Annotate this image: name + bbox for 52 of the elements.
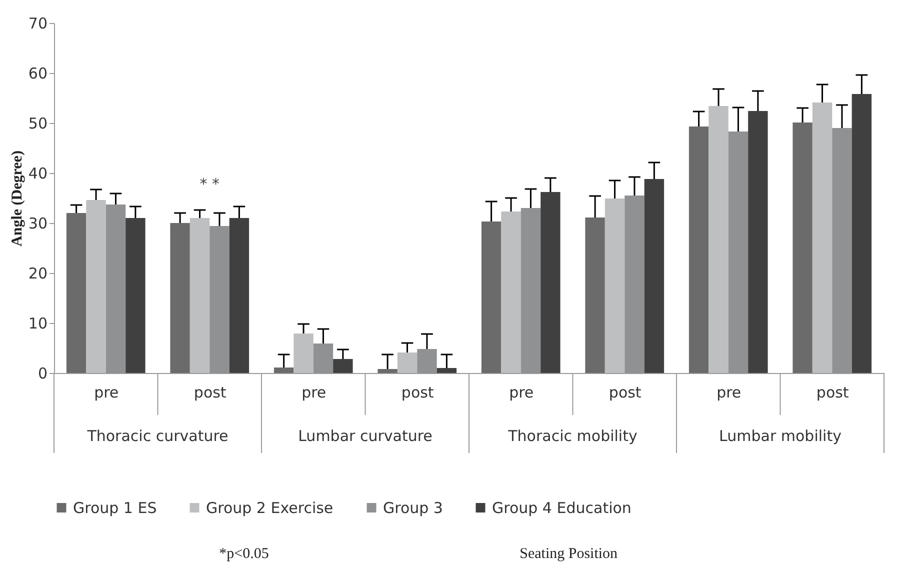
legend-label: Group 3 bbox=[383, 498, 443, 517]
legend-label: Group 1 ES bbox=[73, 498, 157, 517]
bar bbox=[501, 212, 521, 373]
y-tick-label: 10 bbox=[28, 314, 48, 332]
bar bbox=[585, 218, 605, 373]
bar bbox=[436, 368, 457, 373]
y-tick-label: 30 bbox=[28, 214, 48, 232]
bar bbox=[294, 334, 314, 373]
text: Thoracic mobility bbox=[507, 427, 638, 445]
text: Seating Position bbox=[520, 546, 618, 562]
x-tick-label: post bbox=[194, 384, 226, 402]
bar bbox=[397, 352, 418, 373]
bar bbox=[748, 111, 768, 373]
y-axis-title: Angle (Degree) bbox=[9, 150, 26, 246]
text: *p<0.05 bbox=[219, 546, 269, 562]
legend-label: Group 2 Exercise bbox=[206, 498, 334, 517]
bar bbox=[333, 359, 353, 373]
legend-label: Group 4 Education bbox=[492, 498, 632, 517]
bar bbox=[378, 369, 398, 373]
y-tick-label: 70 bbox=[28, 14, 48, 32]
y-tick-label: 20 bbox=[28, 264, 48, 282]
bar bbox=[644, 179, 664, 373]
text: Thoracic curvature bbox=[86, 427, 228, 445]
text: Lumbar mobility bbox=[719, 427, 842, 445]
bar bbox=[792, 122, 812, 373]
y-tick-label: 60 bbox=[28, 64, 48, 82]
x-tick-label: pre bbox=[509, 384, 534, 402]
bar bbox=[540, 192, 560, 373]
bar bbox=[126, 218, 146, 373]
y-tick-label: 50 bbox=[28, 114, 48, 132]
bar bbox=[708, 106, 728, 373]
bar bbox=[86, 200, 106, 373]
y-tick-label: 0 bbox=[38, 364, 48, 382]
x-tick-label: pre bbox=[94, 384, 119, 402]
bar bbox=[190, 218, 210, 373]
y-tick-label: 40 bbox=[28, 164, 48, 182]
bar bbox=[170, 223, 190, 373]
x-tick-label: pre bbox=[302, 384, 326, 402]
bar bbox=[852, 94, 872, 373]
bar bbox=[604, 198, 625, 373]
bar bbox=[66, 213, 86, 373]
bar bbox=[812, 102, 832, 373]
text: Lumbar curvature bbox=[298, 427, 432, 445]
x-tick-label: post bbox=[401, 384, 434, 402]
bar bbox=[688, 126, 709, 373]
bar bbox=[481, 222, 502, 373]
bar bbox=[229, 218, 250, 373]
bar bbox=[274, 368, 294, 373]
x-tick-label: post bbox=[816, 384, 849, 402]
x-tick-label: post bbox=[608, 384, 642, 402]
annotation: * * bbox=[200, 175, 220, 193]
x-tick-label: pre bbox=[716, 384, 742, 402]
